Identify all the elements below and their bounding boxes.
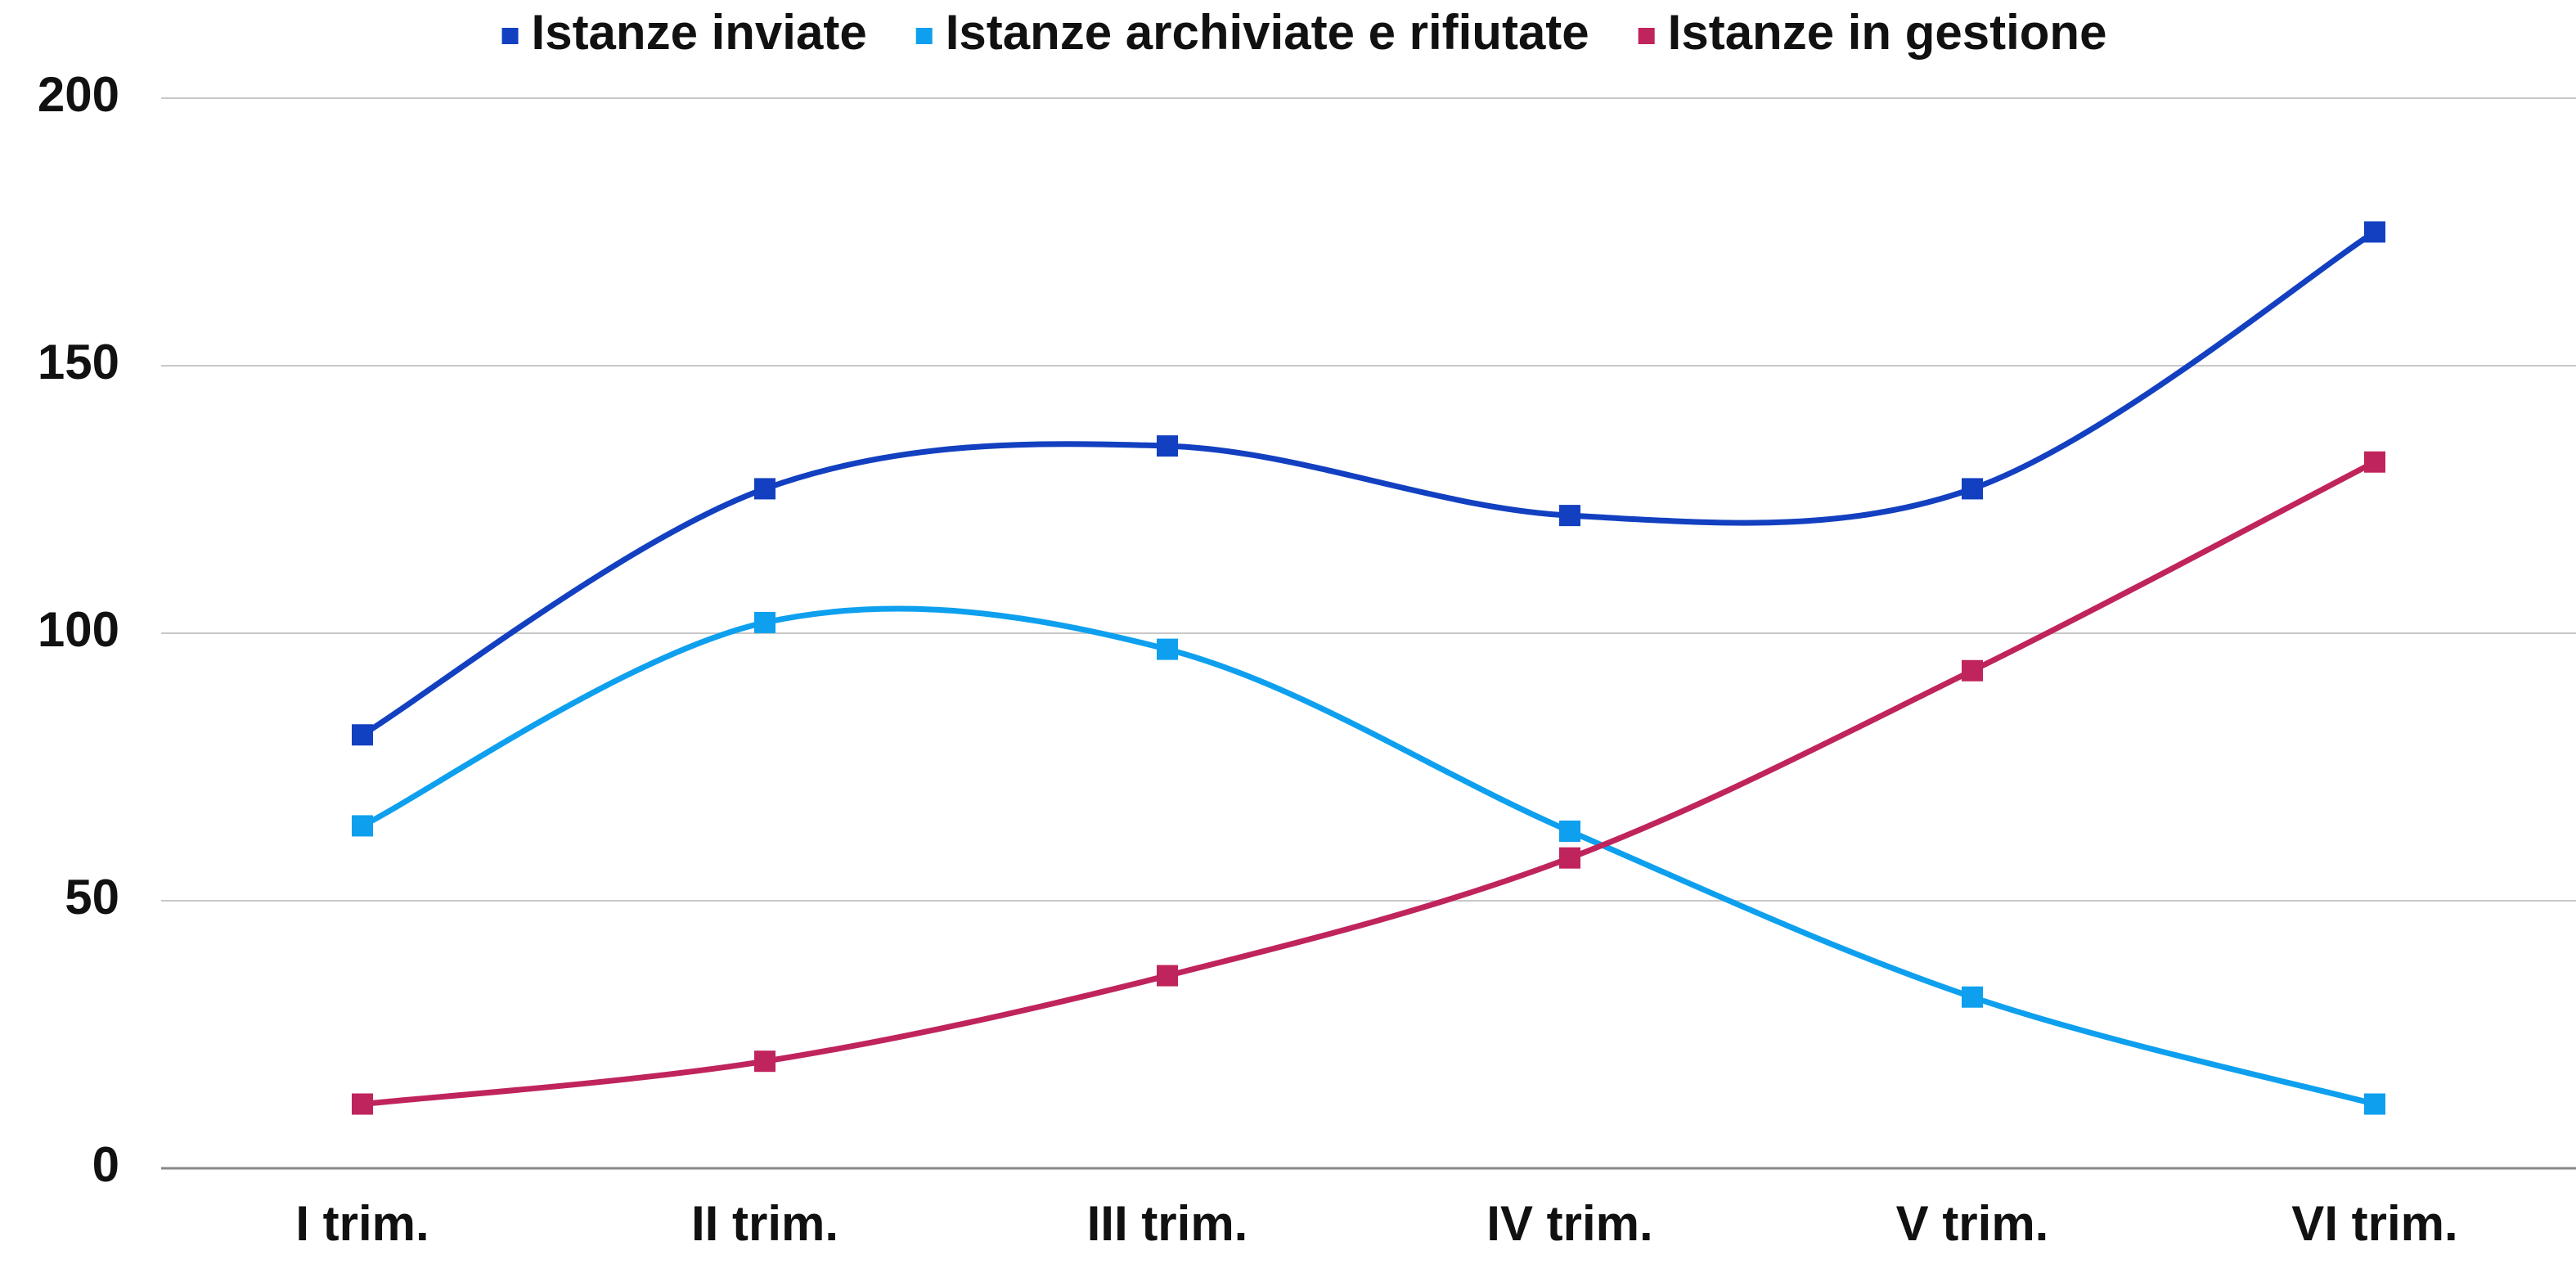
x-tick-label: III trim.	[1087, 1196, 1248, 1251]
legend-swatch	[501, 28, 519, 44]
point-marker	[754, 611, 775, 633]
point-marker	[1157, 435, 1178, 457]
point-marker	[2364, 1093, 2385, 1115]
series-line	[361, 605, 2376, 1107]
point-marker	[1559, 820, 1580, 842]
point-marker	[1157, 638, 1178, 660]
x-tick-label: VI trim.	[2291, 1196, 2457, 1251]
x-tick-label: IV trim.	[1486, 1196, 1652, 1251]
point-marker	[754, 1050, 775, 1073]
y-tick-label: 50	[65, 870, 119, 924]
y-tick-label: 150	[38, 335, 119, 389]
point-marker	[352, 815, 373, 837]
point-marker	[352, 1093, 373, 1115]
point-marker	[352, 724, 373, 746]
point-marker	[1559, 505, 1580, 527]
legend-label: Istanze in gestione	[1668, 5, 2107, 60]
legend-swatch	[1638, 28, 1655, 44]
point-marker	[754, 478, 775, 500]
point-marker	[1962, 659, 1983, 681]
point-marker	[1962, 986, 1983, 1008]
point-marker	[1962, 478, 1983, 500]
point-marker	[1559, 847, 1580, 869]
series-line	[362, 459, 2376, 1108]
x-tick-label: II trim.	[691, 1196, 838, 1251]
point-marker	[2364, 221, 2385, 243]
x-tick-label: I trim.	[295, 1196, 429, 1251]
y-tick-label: 100	[38, 602, 119, 657]
legend-label: Istanze archiviate e rifiutate	[946, 5, 1589, 60]
point-marker	[2364, 451, 2385, 473]
y-tick-label: 0	[92, 1137, 119, 1192]
legend-swatch	[915, 28, 933, 44]
y-tick-label: 200	[38, 67, 119, 122]
legend-label: Istanze inviate	[532, 5, 867, 60]
series-line	[361, 229, 2376, 738]
x-tick-label: V trim.	[1896, 1196, 2049, 1251]
point-marker	[1157, 965, 1178, 987]
